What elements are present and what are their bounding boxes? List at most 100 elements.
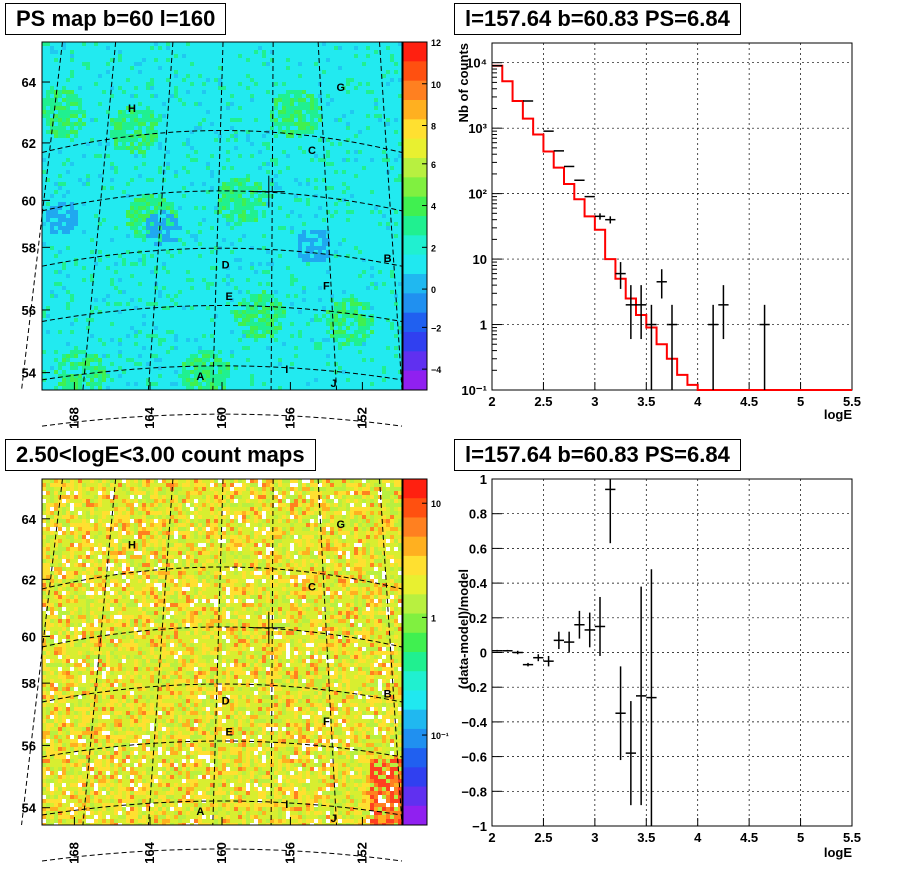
heatmap-cell [238,162,242,166]
heatmap-cell [42,226,46,230]
heatmap-cell [326,86,330,90]
heatmap-cell [90,82,94,86]
heatmap-cell [274,54,278,58]
heatmap-cell [290,202,294,206]
heatmap-cell [274,58,278,62]
heatmap-cell [282,162,286,166]
heatmap-cell [310,146,314,150]
heatmap-cell [134,246,138,250]
heatmap-cell [350,98,354,102]
heatmap-cell [298,126,302,130]
heatmap-cell [398,62,402,66]
heatmap-cell [386,154,390,158]
heatmap-cell [54,262,58,266]
heatmap-cell [238,230,242,234]
heatmap-cell [294,42,298,46]
heatmap-cell [306,166,310,170]
heatmap-cell [82,246,86,250]
heatmap-cell [394,210,398,214]
heatmap-cell [386,226,390,230]
heatmap-cell [66,90,70,94]
heatmap-cell [282,202,286,206]
heatmap-cell [374,98,378,102]
heatmap-cell [94,42,98,46]
heatmap-cell [366,78,370,82]
heatmap-cell [122,230,126,234]
heatmap-cell [206,182,210,186]
heatmap-cell [138,94,142,98]
heatmap-cell [62,70,66,74]
heatmap-cell [46,158,50,162]
heatmap-cell [386,118,390,122]
heatmap-cell [166,166,170,170]
heatmap-cell [250,54,254,58]
heatmap-cell [194,158,198,162]
heatmap-cell [182,110,186,114]
heatmap-cell [382,86,386,90]
heatmap-cell [274,70,278,74]
heatmap-cell [90,62,94,66]
heatmap-cell [190,222,194,226]
heatmap-cell [242,174,246,178]
heatmap-cell [182,54,186,58]
heatmap-cell [330,162,334,166]
heatmap-cell [78,102,82,106]
heatmap-cell [266,66,270,70]
heatmap-cell [126,126,130,130]
heatmap-cell [106,206,110,210]
heatmap-cell [126,122,130,126]
heatmap-cell [394,258,398,262]
heatmap-cell [122,210,126,214]
heatmap-cell [174,130,178,134]
heatmap-cell [202,50,206,54]
heatmap-cell [90,126,94,130]
heatmap-cell [242,134,246,138]
heatmap-cell [386,230,390,234]
heatmap-cell [90,258,94,262]
heatmap-cell [198,130,202,134]
heatmap-cell [262,106,266,110]
heatmap-cell [42,230,46,234]
heatmap-cell [178,50,182,54]
heatmap-cell [50,226,54,230]
heatmap-cell [362,198,366,202]
heatmap-cell [282,258,286,262]
heatmap-cell [334,106,338,110]
heatmap-cell [302,106,306,110]
heatmap-cell [118,106,122,110]
heatmap-cell [214,202,218,206]
heatmap-cell [342,234,346,238]
heatmap-cell [398,118,402,122]
heatmap-cell [386,98,390,102]
heatmap-cell [106,58,110,62]
heatmap-cell [94,82,98,86]
heatmap-cell [166,50,170,54]
heatmap-cell [74,218,78,222]
heatmap-cell [178,242,182,246]
heatmap-cell [302,162,306,166]
heatmap-cell [250,182,254,186]
heatmap-cell [42,114,46,118]
heatmap-cell [150,138,154,142]
heatmap-cell [70,138,74,142]
heatmap-cell [170,218,174,222]
heatmap-cell [142,162,146,166]
heatmap-cell [146,146,150,150]
heatmap-cell [330,134,334,138]
heatmap-cell [290,198,294,202]
heatmap-cell [226,122,230,126]
heatmap-cell [54,214,58,218]
heatmap-cell [130,250,134,254]
heatmap-cell [42,118,46,122]
heatmap-cell [198,126,202,130]
heatmap-cell [178,178,182,182]
heatmap-cell [282,66,286,70]
heatmap-cell [250,158,254,162]
heatmap-cell [182,62,186,66]
heatmap-cell [374,194,378,198]
heatmap-cell [322,58,326,62]
heatmap-cell [210,110,214,114]
heatmap-cell [398,66,402,70]
heatmap-cell [278,242,282,246]
heatmap-cell [86,174,90,178]
